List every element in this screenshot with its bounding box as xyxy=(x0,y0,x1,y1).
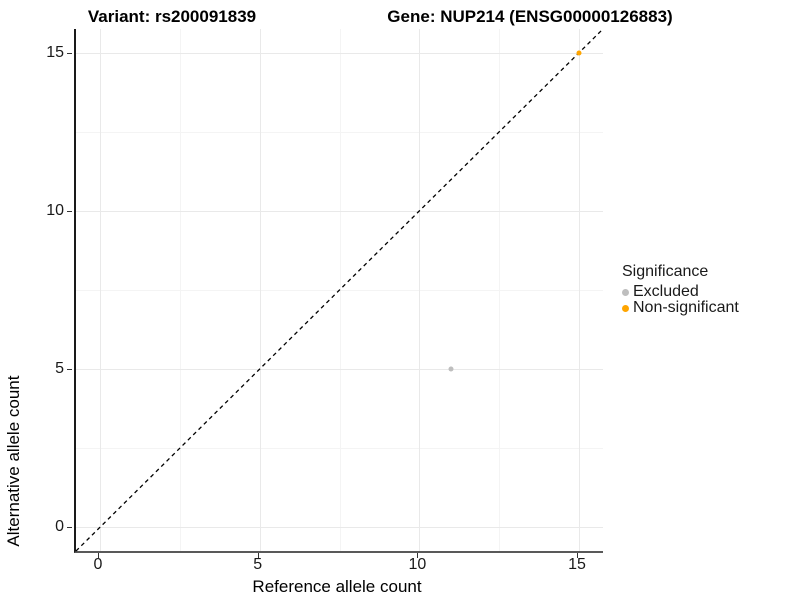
y-axis-tick xyxy=(67,527,72,529)
legend-entry: Non-significant xyxy=(622,299,739,316)
y-axis-tick xyxy=(67,52,72,54)
data-point-excluded xyxy=(448,366,454,372)
legend-title: Significance xyxy=(622,263,709,280)
major-gridline-x xyxy=(579,29,581,551)
x-tick-label: 0 xyxy=(93,556,103,573)
legend-entry-label: Non-significant xyxy=(633,299,739,316)
y-tick-label: 15 xyxy=(46,43,64,61)
legend: Significance Excluded Non-significant xyxy=(622,263,739,316)
x-axis-tick xyxy=(97,553,99,558)
legend-entry: Excluded xyxy=(622,283,739,300)
plot-title-gene: Gene: NUP214 (ENSG00000126883) xyxy=(387,7,673,26)
major-gridline-y xyxy=(76,210,603,212)
major-gridline-x xyxy=(99,29,101,551)
data-point-non-significant xyxy=(576,50,582,56)
legend-swatch-icon xyxy=(622,304,629,312)
minor-gridline-y xyxy=(76,131,603,133)
x-tick-label: 10 xyxy=(408,556,427,573)
major-gridline-x xyxy=(259,29,261,551)
x-axis-tick xyxy=(417,553,419,558)
x-tick-label: 15 xyxy=(568,556,586,573)
y-tick-label: 10 xyxy=(46,201,64,219)
y-axis-tick xyxy=(67,369,72,371)
minor-gridline-y xyxy=(76,448,603,450)
y-axis-title: Alternative allele count xyxy=(4,375,23,547)
legend-swatch-icon xyxy=(622,288,629,296)
identity-dashed-line xyxy=(75,28,604,552)
x-axis-tick xyxy=(577,553,579,558)
legend-entry-label: Excluded xyxy=(633,283,699,300)
major-gridline-y xyxy=(76,527,603,529)
x-axis-title: Reference allele count xyxy=(252,577,422,596)
major-gridline-x xyxy=(419,29,421,551)
x-tick-label: 5 xyxy=(253,556,263,573)
y-tick-label: 5 xyxy=(55,360,64,378)
major-gridline-y xyxy=(76,369,603,371)
plot-title-variant: Variant: rs200091839 xyxy=(87,7,257,26)
y-axis-tick xyxy=(67,210,72,212)
x-axis-tick xyxy=(257,553,259,558)
legend-entries: Excluded Non-significant xyxy=(622,283,739,316)
plot-panel xyxy=(74,28,604,553)
major-gridline-y xyxy=(76,52,603,54)
y-tick-label: 0 xyxy=(55,518,64,536)
